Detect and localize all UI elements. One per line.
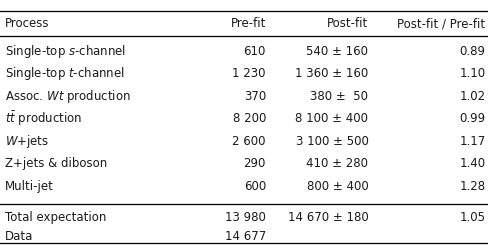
Text: 410 ± 280: 410 ± 280 (306, 157, 368, 170)
Text: Process: Process (5, 17, 49, 30)
Text: Single-top $t$-channel: Single-top $t$-channel (5, 65, 124, 82)
Text: 1.10: 1.10 (459, 67, 486, 80)
Text: Pre-fit: Pre-fit (231, 17, 266, 30)
Text: 0.99: 0.99 (459, 112, 486, 125)
Text: 8 100 ± 400: 8 100 ± 400 (295, 112, 368, 125)
Text: Post-fit: Post-fit (327, 17, 368, 30)
Text: 1 360 ± 160: 1 360 ± 160 (295, 67, 368, 80)
Text: 3 100 ± 500: 3 100 ± 500 (296, 135, 368, 148)
Text: 0.89: 0.89 (460, 45, 486, 58)
Text: 8 200: 8 200 (233, 112, 266, 125)
Text: 1.28: 1.28 (459, 180, 486, 193)
Text: 14 677: 14 677 (224, 230, 266, 243)
Text: 610: 610 (244, 45, 266, 58)
Text: Post-fit / Pre-fit: Post-fit / Pre-fit (397, 17, 486, 30)
Text: 380 ±  50: 380 ± 50 (310, 90, 368, 103)
Text: 1.17: 1.17 (459, 135, 486, 148)
Text: Total expectation: Total expectation (5, 211, 106, 224)
Text: 600: 600 (244, 180, 266, 193)
Text: $W$+jets: $W$+jets (5, 133, 49, 150)
Text: 370: 370 (244, 90, 266, 103)
Text: 1 230: 1 230 (232, 67, 266, 80)
Text: 2 600: 2 600 (232, 135, 266, 148)
Text: 1.05: 1.05 (460, 211, 486, 224)
Text: Single-top $s$-channel: Single-top $s$-channel (5, 43, 126, 60)
Text: $t\bar{t}$ production: $t\bar{t}$ production (5, 110, 82, 128)
Text: Assoc. $Wt$ production: Assoc. $Wt$ production (5, 88, 131, 105)
Text: 14 670 ± 180: 14 670 ± 180 (288, 211, 368, 224)
Text: Data: Data (5, 230, 33, 243)
Text: 290: 290 (244, 157, 266, 170)
Text: 540 ± 160: 540 ± 160 (306, 45, 368, 58)
Text: Multi-jet: Multi-jet (5, 180, 54, 193)
Text: 800 ± 400: 800 ± 400 (306, 180, 368, 193)
Text: 1.40: 1.40 (459, 157, 486, 170)
Text: 13 980: 13 980 (225, 211, 266, 224)
Text: Z+jets & diboson: Z+jets & diboson (5, 157, 107, 170)
Text: 1.02: 1.02 (459, 90, 486, 103)
